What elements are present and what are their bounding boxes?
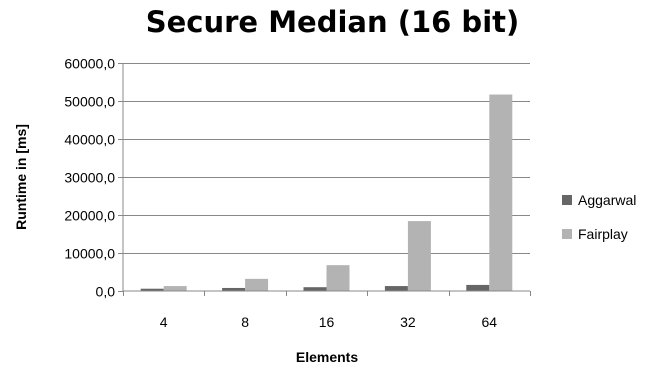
gridlines — [118, 63, 531, 296]
y-tick-labels: 0,0 10000,0 20000,0 30000,0 40000,0 50000,0 60… — [64, 56, 115, 300]
legend-swatch-aggarwal — [562, 195, 572, 205]
x-axis-title: Elements — [296, 349, 358, 365]
y-tick-label: 40000,0 — [64, 132, 115, 148]
bar-fairplay-64 — [489, 94, 513, 291]
y-tick-label: 10000,0 — [64, 246, 115, 262]
y-tick-label: 0,0 — [96, 284, 116, 300]
bar-aggarwal-32 — [384, 286, 408, 291]
bars — [140, 94, 513, 291]
bar-aggarwal-4 — [140, 288, 164, 291]
y-tick-label: 50000,0 — [64, 94, 115, 110]
chart-title: Secure Median (16 bit) — [145, 5, 520, 39]
legend-label-aggarwal: Aggarwal — [578, 192, 636, 208]
legend-swatch-fairplay — [562, 229, 572, 239]
x-tick-labels: 4 8 16 32 64 — [160, 314, 497, 330]
y-tick-label: 60000,0 — [64, 56, 115, 72]
bar-aggarwal-64 — [466, 284, 490, 291]
y-tick-label: 20000,0 — [64, 208, 115, 224]
axes — [122, 63, 530, 292]
x-tick-label: 16 — [319, 314, 335, 330]
y-axis-title: Runtime in [ms] — [13, 124, 29, 230]
legend: Aggarwal Fairplay — [562, 192, 636, 242]
bar-fairplay-32 — [407, 221, 431, 291]
legend-label-fairplay: Fairplay — [578, 226, 628, 242]
bar-fairplay-16 — [326, 265, 350, 291]
x-tick-label: 32 — [400, 314, 416, 330]
x-tick-label: 4 — [160, 314, 168, 330]
x-tick-label: 64 — [482, 314, 498, 330]
bar-aggarwal-16 — [303, 287, 327, 291]
bar-fairplay-4 — [163, 286, 187, 291]
bar-fairplay-8 — [245, 278, 269, 291]
y-tick-label: 30000,0 — [64, 170, 115, 186]
x-tick-label: 8 — [241, 314, 249, 330]
bar-aggarwal-8 — [222, 287, 246, 291]
